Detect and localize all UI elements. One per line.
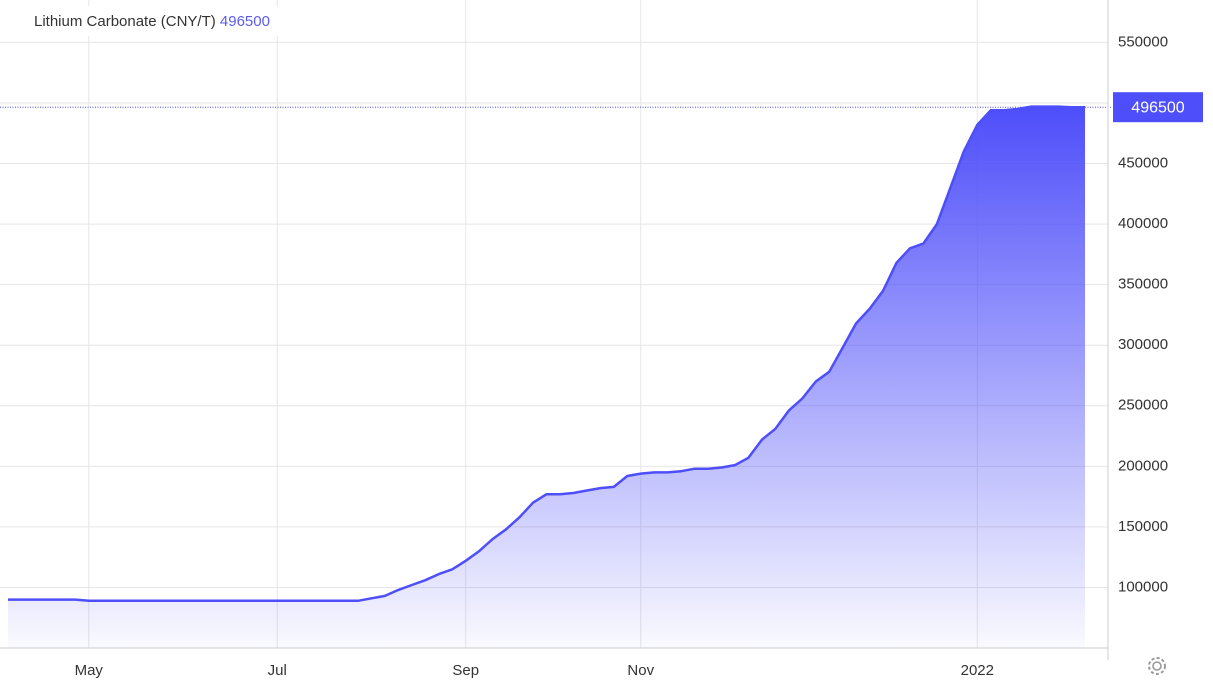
- y-tick-label: 250000: [1118, 397, 1168, 414]
- x-tick-label: Jul: [268, 662, 287, 679]
- title-text: Lithium Carbonate (CNY/T): [34, 13, 216, 30]
- y-tick-label: 300000: [1118, 336, 1168, 353]
- title-bg: [26, 6, 366, 36]
- last-value-label: 496500: [1131, 99, 1184, 116]
- x-tick-label: Sep: [452, 662, 479, 679]
- y-tick-label: 550000: [1118, 33, 1168, 50]
- x-tick-label: Nov: [627, 662, 654, 679]
- y-tick-label: 150000: [1118, 518, 1168, 535]
- x-tick-label: 2022: [961, 662, 994, 679]
- gear-inner: [1152, 661, 1162, 671]
- x-tick-label: May: [75, 662, 104, 679]
- settings-icon[interactable]: [1148, 657, 1166, 675]
- title-last-value: 496500: [220, 13, 270, 30]
- y-tick-label: 400000: [1118, 215, 1168, 232]
- chart-title: Lithium Carbonate (CNY/T) 496500: [34, 13, 270, 30]
- gear-outer: [1148, 657, 1166, 675]
- last-value-badge: [1113, 92, 1203, 123]
- price-line: [8, 105, 1085, 603]
- y-tick-label: 450000: [1118, 154, 1168, 171]
- y-tick-label: 100000: [1118, 578, 1168, 595]
- y-tick-label: 200000: [1118, 457, 1168, 474]
- area-fill: [8, 106, 1085, 649]
- y-tick-label: 350000: [1118, 276, 1168, 293]
